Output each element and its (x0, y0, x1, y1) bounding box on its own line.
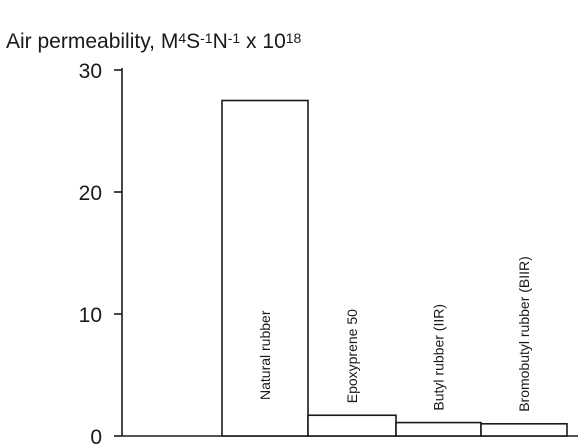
bars (221, 99, 568, 437)
title-text: Air permeability, M (6, 30, 178, 53)
bar-label: Butyl rubber (IIR) (431, 304, 447, 411)
title-superscript: -1 (228, 30, 241, 46)
y-tick-label: 10 (79, 304, 102, 327)
bar (395, 421, 482, 437)
chart-title: Air permeability, M4S-1N-1 x 1018 (6, 30, 302, 53)
y-tick-label: 0 (90, 426, 102, 446)
title-superscript: 4 (178, 30, 186, 46)
y-axis-ticks: 0 10 20 30 (79, 60, 122, 446)
title-text-segment: N (213, 30, 228, 53)
bar (480, 422, 568, 437)
bar-label: Natural rubber (257, 310, 273, 400)
bar (221, 99, 309, 437)
title-superscript: 18 (286, 30, 302, 46)
bar (307, 414, 397, 437)
y-tick-label: 30 (79, 60, 102, 83)
bar-label: Bromobutyl rubber (BIIR) (516, 256, 532, 412)
bar-label: Epoxyprene 50 (344, 309, 360, 403)
y-tick-label: 20 (79, 182, 102, 205)
title-superscript: -1 (200, 30, 213, 46)
title-text-segment: x 10 (240, 30, 286, 53)
bar-labels: Natural rubber Epoxyprene 50 Butyl rubber … (257, 256, 532, 412)
title-text-segment: S (186, 30, 200, 53)
